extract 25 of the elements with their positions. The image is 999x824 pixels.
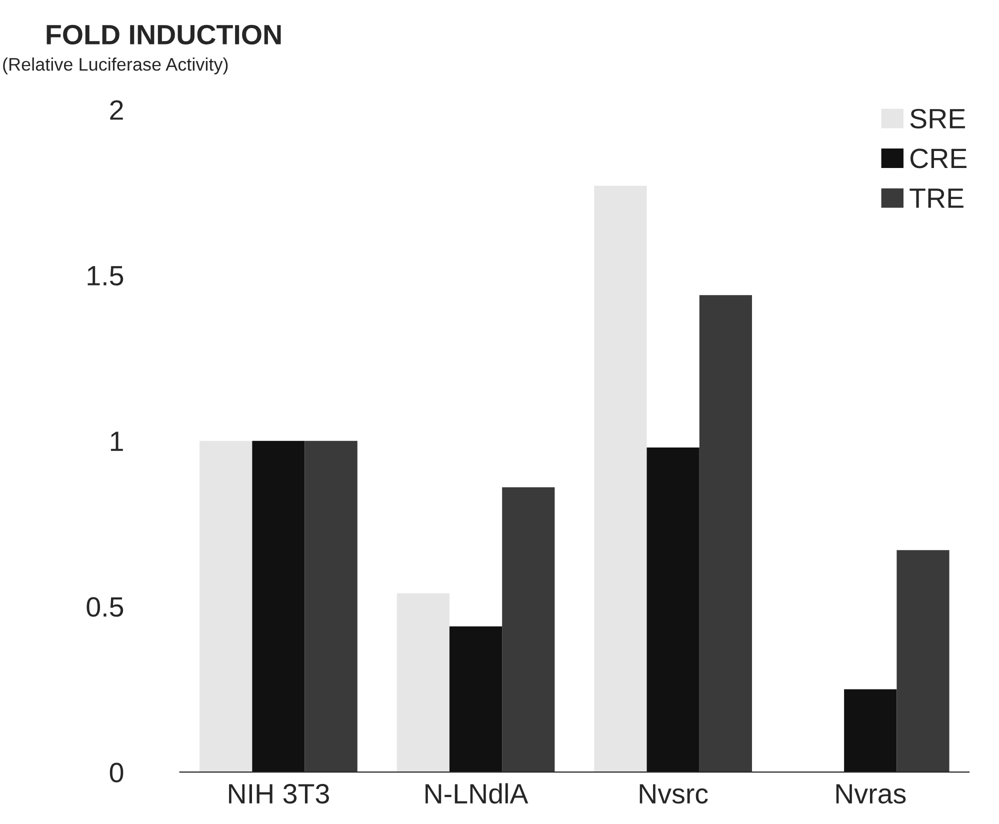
bar bbox=[252, 440, 305, 772]
chart-title: FOLD INDUCTION bbox=[46, 24, 281, 45]
bar bbox=[304, 440, 358, 772]
bar bbox=[646, 447, 700, 772]
bar bbox=[699, 295, 752, 772]
y-tick-label: 0 bbox=[110, 762, 124, 782]
legend-label: TRE bbox=[910, 188, 964, 208]
bar bbox=[502, 487, 555, 772]
legend-label: SRE bbox=[910, 108, 965, 128]
y-tick-label: 1 bbox=[110, 432, 123, 451]
bar bbox=[449, 626, 502, 772]
x-tick-label: NIH 3T3 bbox=[229, 784, 329, 804]
x-tick-label: Nvsrc bbox=[640, 784, 708, 804]
x-tick-label: N-LNdlA bbox=[426, 783, 528, 804]
y-tick-label: 2 bbox=[110, 100, 123, 120]
bar bbox=[844, 689, 897, 772]
legend-label: CRE bbox=[910, 148, 967, 168]
bar bbox=[896, 550, 950, 772]
bar bbox=[396, 593, 450, 772]
chart-subtitle: (Relative Luciferase Activity) bbox=[3, 58, 228, 74]
bar bbox=[594, 186, 647, 772]
bar bbox=[200, 440, 252, 772]
y-tick-label: 1.5 bbox=[88, 266, 124, 286]
x-tick-label: Nvras bbox=[836, 784, 906, 804]
y-tick-label: 0.5 bbox=[86, 597, 124, 617]
